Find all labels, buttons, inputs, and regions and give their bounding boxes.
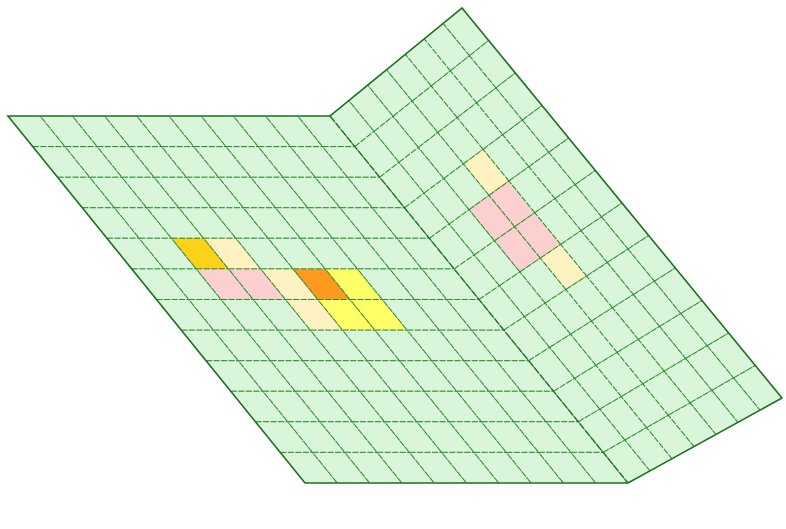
grid-cell: [495, 72, 543, 121]
grid-cell: [680, 299, 730, 347]
grid-cell: [521, 104, 570, 153]
grid-cell: [554, 183, 603, 232]
grid-cell: [574, 169, 623, 218]
grid-cell: [637, 325, 687, 372]
flat-panel: [6, 115, 630, 484]
grid-cell: [632, 280, 682, 328]
grid-cell: [528, 151, 576, 200]
grid-cell: [449, 55, 497, 104]
grid-cell: [684, 345, 735, 391]
grid-cell: [653, 267, 703, 315]
grid-cell: [580, 216, 629, 264]
grid-cell: [606, 248, 656, 296]
surface-outline: [6, 6, 784, 484]
grid-cell: [548, 137, 597, 186]
fold-line: [329, 115, 629, 484]
grid-cell: [689, 389, 739, 436]
grid-cell: [468, 39, 517, 89]
grid-cell: [585, 261, 635, 309]
grid-cell: [627, 234, 677, 282]
slope-panel: [329, 7, 783, 484]
grid-cell: [732, 364, 783, 411]
grid-cell: [501, 119, 550, 168]
grid-cell: [706, 332, 757, 379]
grid-cell: [475, 87, 524, 136]
grid-cell: [658, 312, 708, 360]
grid-cell: [600, 202, 650, 250]
grid-cell: [663, 357, 713, 404]
grid-cell: [711, 377, 761, 423]
